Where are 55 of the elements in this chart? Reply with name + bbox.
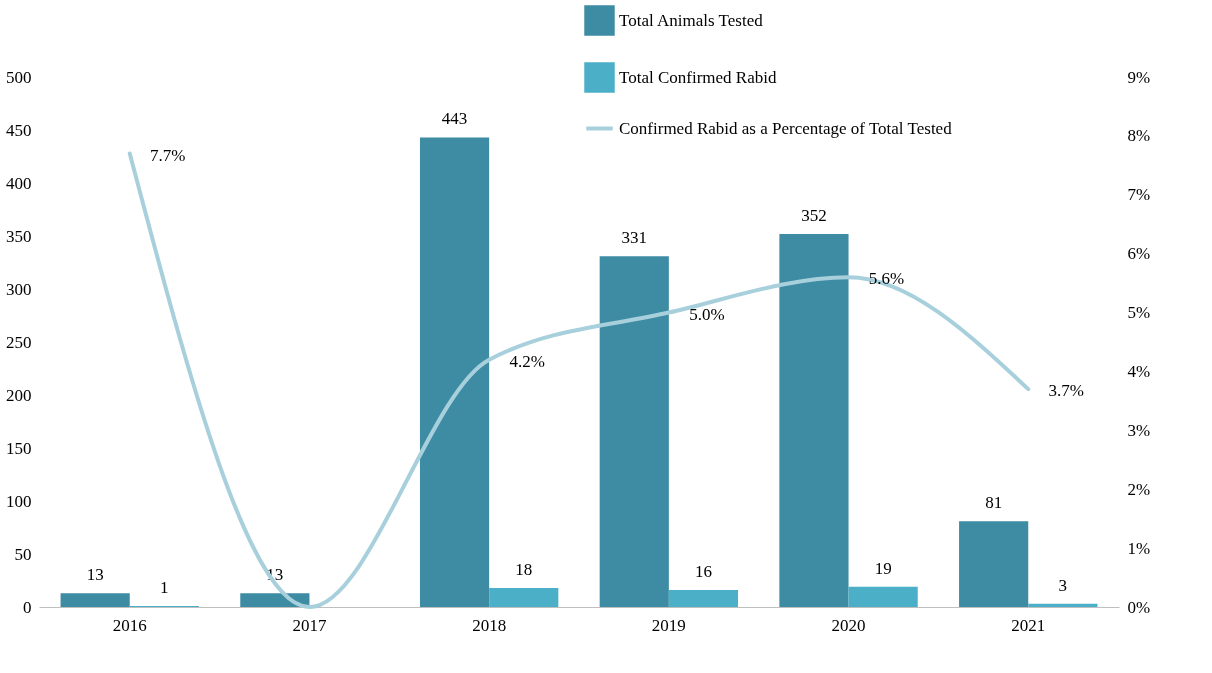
y-tick-label: 150	[6, 438, 32, 458]
x-tick-label: 2017	[292, 615, 327, 635]
bar	[60, 593, 130, 607]
data-label: 18	[515, 559, 533, 579]
y-tick-label: 250	[6, 332, 32, 352]
x-tick-label: 2018	[472, 615, 507, 635]
y2-tick-label: 1%	[1127, 538, 1151, 558]
bar	[959, 521, 1029, 607]
y2-tick-label: 8%	[1127, 126, 1151, 146]
y2-tick-label: 4%	[1127, 361, 1151, 381]
y2-tick-label: 3%	[1127, 420, 1151, 440]
bar	[668, 590, 739, 607]
legend-label: Total Animals Tested	[619, 10, 764, 30]
bar	[419, 137, 490, 607]
y-tick-label: 0	[23, 597, 32, 617]
y2-tick-label: 5%	[1127, 303, 1151, 323]
bar	[489, 587, 559, 607]
y-tick-label: 200	[6, 385, 32, 405]
y-tick-label: 100	[6, 491, 32, 511]
x-tick-label: 2021	[1011, 615, 1046, 635]
bar	[848, 586, 918, 607]
data-label: 81	[985, 493, 1003, 513]
data-label: 19	[874, 558, 892, 578]
y-tick-label: 50	[14, 544, 32, 564]
data-label: 1	[160, 577, 169, 597]
bar	[1028, 603, 1098, 607]
y-tick-label: 350	[6, 226, 32, 246]
y2-tick-label: 0%	[1127, 597, 1151, 617]
line-series	[127, 151, 1031, 609]
y2-tick-label: 9%	[1127, 67, 1151, 87]
data-label: 7.7%	[150, 145, 186, 165]
bar	[599, 256, 669, 607]
data-label: 331	[621, 228, 648, 248]
data-label: 352	[801, 205, 827, 225]
legend-label: Confirmed Rabid as a Percentage of Total Tested	[619, 118, 953, 138]
y-tick-label: 400	[6, 173, 32, 193]
legend-label: Total Confirmed Rabid	[619, 67, 777, 87]
y2-tick-label: 7%	[1127, 185, 1151, 205]
y-tick-label: 450	[6, 120, 32, 140]
data-label: 5.6%	[868, 269, 905, 289]
bar	[779, 233, 849, 607]
data-label: 443	[441, 109, 468, 129]
x-tick-label: 2020	[831, 615, 866, 635]
y2-tick-label: 2%	[1127, 479, 1151, 499]
data-label: 16	[694, 562, 712, 582]
data-label: 4.2%	[509, 351, 545, 371]
data-label: 3.7%	[1048, 381, 1084, 401]
data-label: 13	[86, 565, 104, 585]
y2-tick-label: 6%	[1127, 244, 1151, 264]
y-tick-label: 500	[6, 67, 32, 87]
y-tick-label: 300	[6, 279, 32, 299]
data-label: 5.0%	[689, 304, 725, 324]
x-tick-label: 2016	[112, 615, 147, 635]
data-label: 3	[1058, 575, 1068, 595]
x-tick-label: 2019	[651, 615, 686, 635]
